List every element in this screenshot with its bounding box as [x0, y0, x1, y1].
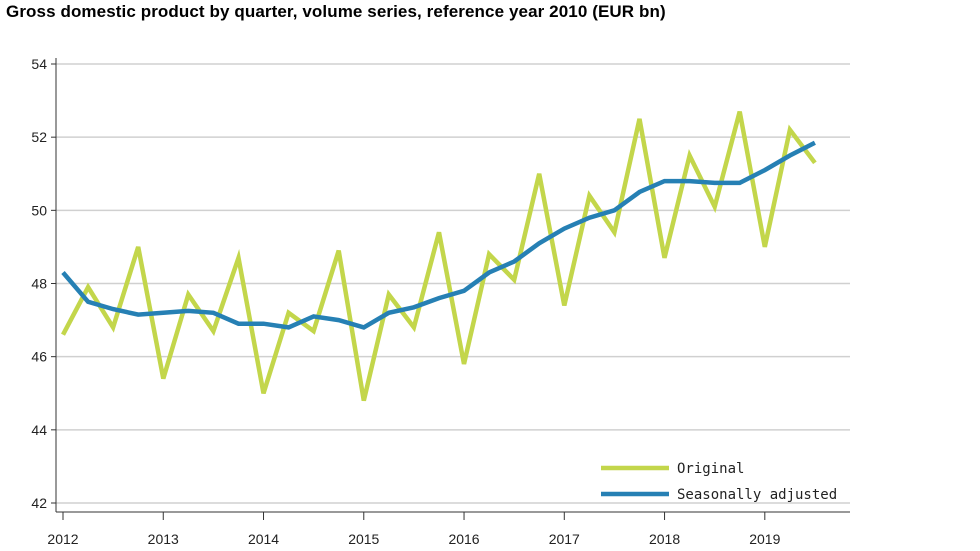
legend-label: Original	[677, 461, 744, 477]
series-lines	[61, 111, 817, 402]
legend: Original Seasonally adjusted	[601, 461, 837, 503]
gridlines	[56, 63, 850, 504]
x-tick-label: 2015	[348, 531, 379, 547]
x-tick-label: 2017	[549, 531, 580, 547]
x-tick-label: 2012	[47, 531, 78, 547]
y-tick-label: 54	[31, 56, 47, 72]
chart-title: Gross domestic product by quarter, volum…	[6, 2, 666, 21]
axes: 42 44 46 48 50 52 54 2012 2013 2014 2015 2016 2017 20…	[31, 56, 850, 547]
x-tick-label: 2013	[148, 531, 179, 547]
series-line-seasonally-adjusted	[61, 140, 816, 330]
legend-label: Seasonally adjusted	[677, 487, 837, 503]
x-tick-label: 2016	[448, 531, 479, 547]
y-tick-label: 52	[31, 129, 47, 145]
y-tick-label: 50	[31, 202, 47, 218]
y-tick-label: 48	[31, 276, 47, 292]
x-tick-label: 2018	[649, 531, 680, 547]
y-tick-label: 42	[31, 495, 47, 511]
x-tick-label: 2019	[749, 531, 780, 547]
y-tick-label: 46	[31, 349, 47, 365]
x-tick-label: 2014	[248, 531, 279, 547]
y-tick-label: 44	[31, 422, 47, 438]
series-line-original	[61, 111, 817, 402]
